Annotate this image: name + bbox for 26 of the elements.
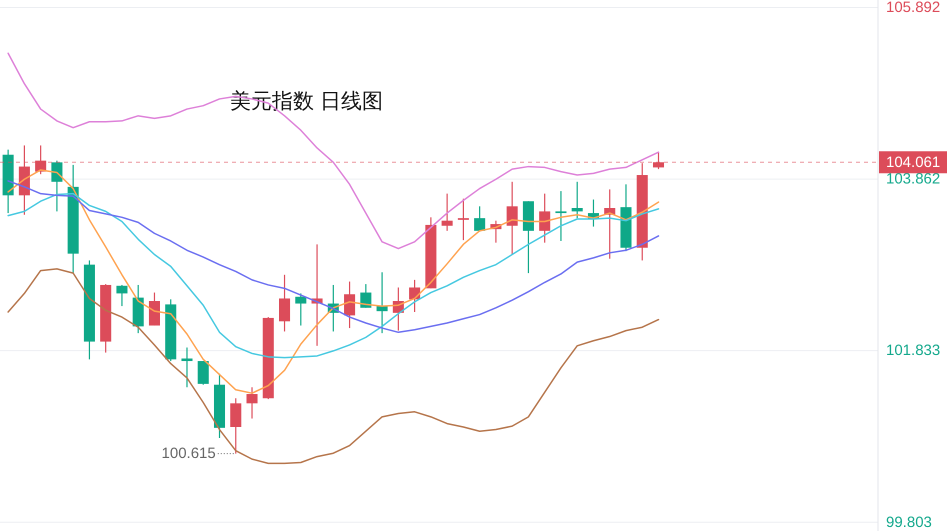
annotation: 100.615 [162, 445, 216, 462]
candlestick [116, 284, 128, 307]
y-tick-label: 103.862 [886, 170, 940, 188]
ref-line-label: 104.061 [886, 154, 940, 171]
line-series [7, 52, 660, 250]
y-tick-label: 99.803 [886, 514, 932, 531]
candlestick [506, 181, 518, 256]
candlestick [652, 152, 664, 170]
y-tick-label: 105.892 [886, 0, 940, 16]
candlestick [572, 181, 583, 219]
candlestick [246, 386, 258, 420]
line-series [7, 180, 660, 334]
y-tick-label: 101.833 [886, 342, 940, 360]
candlestick [442, 193, 453, 232]
candlestick [295, 292, 306, 326]
candlestick [181, 346, 193, 388]
line-series [7, 268, 660, 464]
candlestick [458, 198, 469, 241]
candlestick [198, 360, 209, 386]
candlestick [279, 274, 290, 332]
candlestick [360, 284, 372, 308]
candlestick [539, 193, 550, 244]
line-series [7, 192, 660, 358]
candlestick [51, 160, 62, 212]
candlestick [344, 280, 356, 329]
candlestick [230, 398, 242, 454]
